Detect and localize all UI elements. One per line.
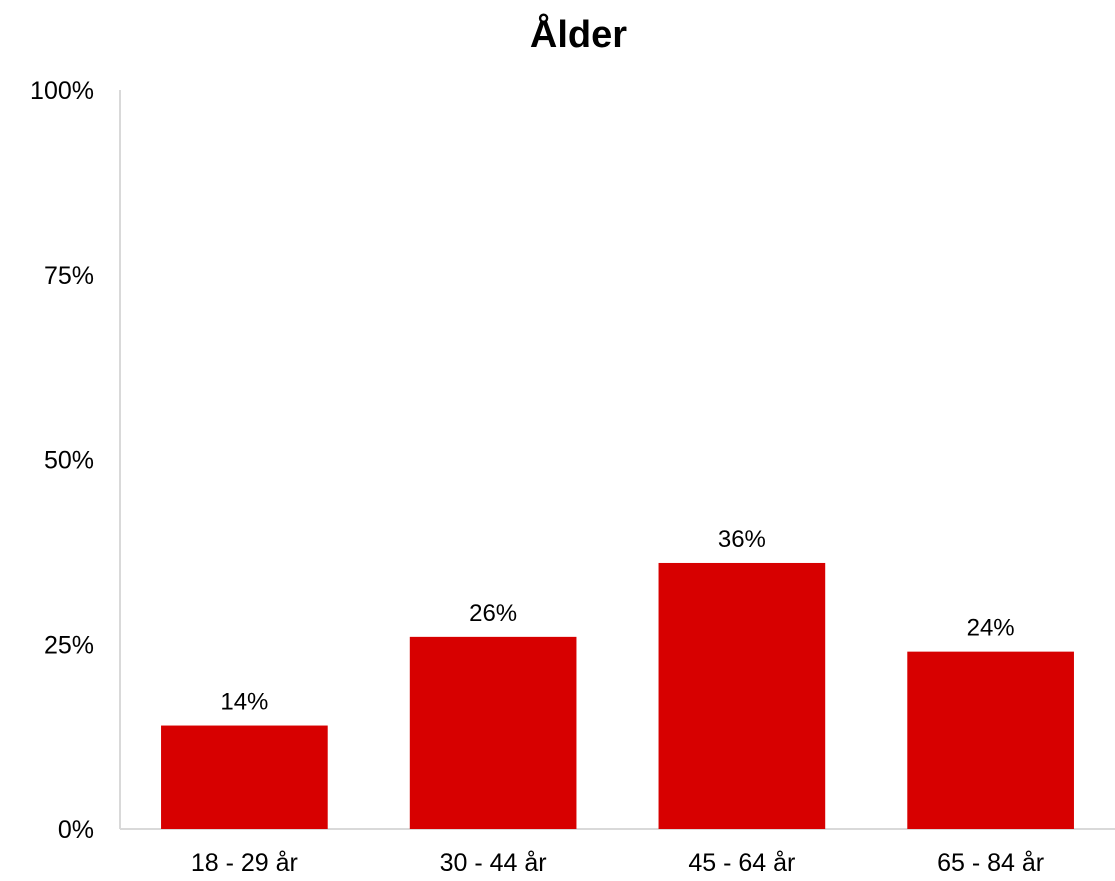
bar: [658, 562, 826, 829]
x-tick-label: 30 - 44 år: [440, 849, 547, 877]
x-tick-label: 65 - 84 år: [937, 849, 1044, 877]
chart-title: Ålder: [529, 14, 628, 56]
y-tick-label: 0%: [58, 816, 94, 844]
bar: [907, 651, 1074, 829]
bar: [409, 636, 577, 829]
x-tick-label: 45 - 64 år: [688, 849, 795, 877]
category-labels: 18 - 29 år 30 - 44 år 45 - 64 år 65 - 84 år: [191, 849, 1044, 877]
data-label: 14%: [220, 689, 268, 716]
y-tick-label: 100%: [30, 77, 94, 105]
y-tick-label: 50%: [44, 447, 94, 475]
y-tick-label: 75%: [44, 262, 94, 290]
data-label: 36%: [718, 526, 766, 553]
data-label: 24%: [967, 615, 1015, 642]
bar: [161, 725, 328, 829]
data-labels: 14% 26% 36% 24%: [220, 526, 1014, 716]
y-axis-ticks: 0% 25% 50% 75% 100%: [30, 77, 94, 844]
y-tick-label: 25%: [44, 631, 94, 659]
data-label: 26%: [469, 600, 517, 627]
x-tick-label: 18 - 29 år: [191, 849, 298, 877]
bars: [161, 562, 1074, 829]
